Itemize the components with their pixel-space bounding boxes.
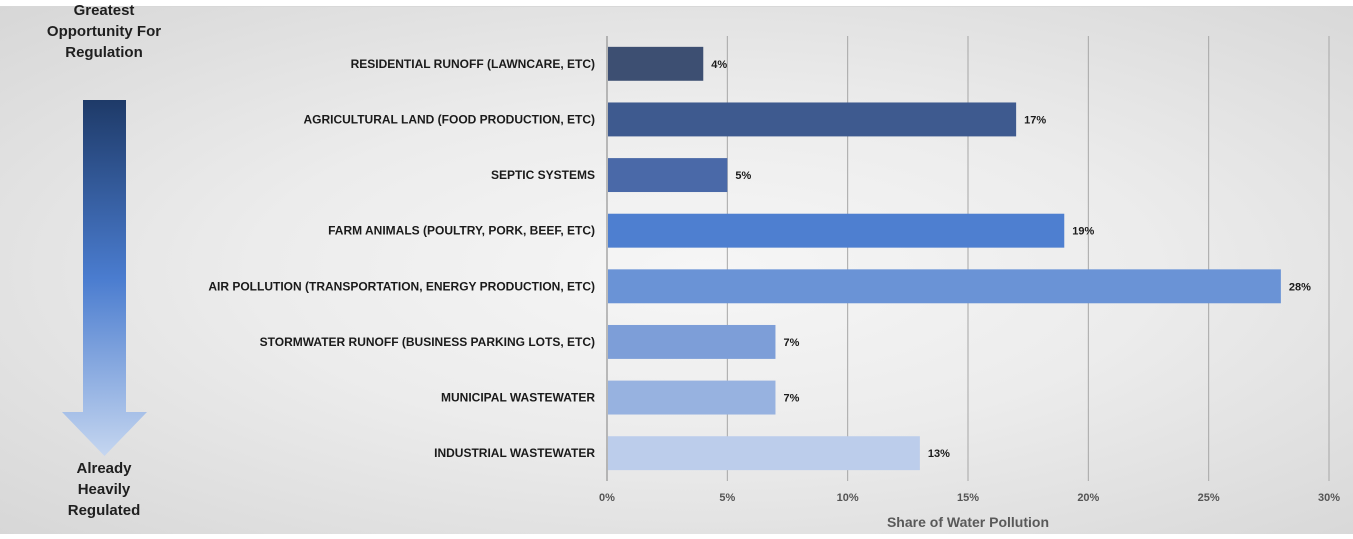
scale-top-label-line: Regulation <box>65 44 143 61</box>
x-tick-label: 20% <box>1077 492 1099 504</box>
category-label: MUNICIPAL WASTEWATER <box>441 391 595 405</box>
labels: 0% 5% 10% 15% 20% 25% 30% RESIDENTIAL RUNOFF (L… <box>208 57 1340 504</box>
data-label: 17% <box>1024 114 1046 126</box>
category-label: SEPTIC SYSTEMS <box>491 168 595 182</box>
x-tick-label: 30% <box>1318 492 1340 504</box>
data-label: 7% <box>783 393 799 405</box>
bar <box>608 324 776 359</box>
category-label: AIR POLLUTION (TRANSPORTATION, ENERGY PR… <box>208 279 595 293</box>
scale-top-label-line: Opportunity For <box>46 23 162 40</box>
scale-top-label: Greatest Opportunity For Regulation <box>29 0 179 63</box>
bar <box>608 102 1017 137</box>
data-label: 4% <box>711 59 727 71</box>
bars <box>608 46 1281 471</box>
scale-bottom-label-line: Heavily <box>77 481 131 498</box>
data-label: 13% <box>928 448 950 460</box>
bar <box>608 380 776 415</box>
x-tick-label: 15% <box>957 492 979 504</box>
data-label: 5% <box>735 170 751 182</box>
scale-bottom-label-line: Regulated <box>67 502 141 519</box>
category-label: FARM ANIMALS (POULTRY, PORK, BEEF, ETC) <box>328 224 595 238</box>
scale-top-label-line: Greatest <box>73 2 135 19</box>
category-label: STORMWATER RUNOFF (BUSINESS PARKING LOTS… <box>260 335 595 349</box>
bar <box>608 158 728 193</box>
scale-bottom-label: Already Heavily Regulated <box>29 458 179 521</box>
x-tick-label: 10% <box>837 492 859 504</box>
bar <box>608 436 920 471</box>
x-tick-label: 5% <box>719 492 735 504</box>
x-tick-label: 0% <box>599 492 615 504</box>
bar <box>608 46 704 81</box>
data-label: 28% <box>1289 281 1311 293</box>
x-axis-title: Share of Water Pollution <box>887 514 1049 530</box>
down-arrow-icon <box>62 100 147 456</box>
category-label: AGRICULTURAL LAND (FOOD PRODUCTION, ETC) <box>303 112 595 126</box>
bar <box>608 213 1065 248</box>
data-label: 7% <box>783 337 799 349</box>
category-label: INDUSTRIAL WASTEWATER <box>434 446 595 460</box>
scale-bottom-label-line: Already <box>76 460 132 477</box>
bar <box>608 269 1281 304</box>
x-tick-label: 25% <box>1198 492 1220 504</box>
category-label: RESIDENTIAL RUNOFF (LAWNCARE, ETC) <box>351 57 595 71</box>
data-label: 19% <box>1072 226 1094 238</box>
